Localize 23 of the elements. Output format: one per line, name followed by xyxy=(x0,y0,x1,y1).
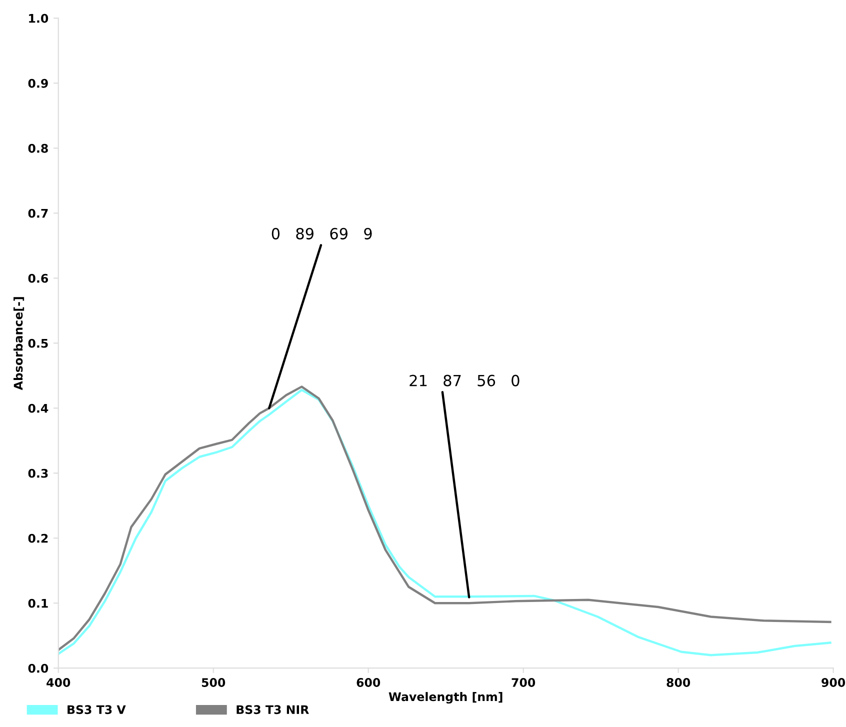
legend-label: BS3 T3 NIR xyxy=(236,705,309,714)
y-tick-label: 0.2 xyxy=(28,534,48,543)
y-tick-label: 0.7 xyxy=(28,208,48,218)
y-tick-label: 0.8 xyxy=(28,144,48,153)
y-tick-label: 0.5 xyxy=(28,338,48,348)
x-tick-label: 800 xyxy=(666,678,690,687)
y-tick-label: 0.6 xyxy=(28,274,48,283)
x-tick-label: 600 xyxy=(356,678,380,687)
x-tick-label: 500 xyxy=(202,678,226,687)
y-tick-label: 0.4 xyxy=(28,404,48,413)
y-tick-label: 1.0 xyxy=(29,14,48,23)
annotation: 21 87 56 0 xyxy=(410,374,520,386)
legend-label: BS3 T3 V xyxy=(68,705,126,714)
x-tick-label: 900 xyxy=(822,678,846,687)
x-tick-label: 700 xyxy=(512,678,536,687)
y-tick-label: 0.9 xyxy=(28,78,48,88)
x-axis-title: Wavelength [nm] xyxy=(388,692,502,704)
y-tick-label: 0.1 xyxy=(28,598,48,608)
annotation: 0 89 69 9 xyxy=(272,228,372,240)
x-tick-label: 400 xyxy=(46,678,70,687)
y-axis-title: Absorbance[-] xyxy=(14,297,24,390)
y-tick-label: 0.0 xyxy=(28,664,48,673)
y-tick-label: 0.3 xyxy=(28,468,48,478)
